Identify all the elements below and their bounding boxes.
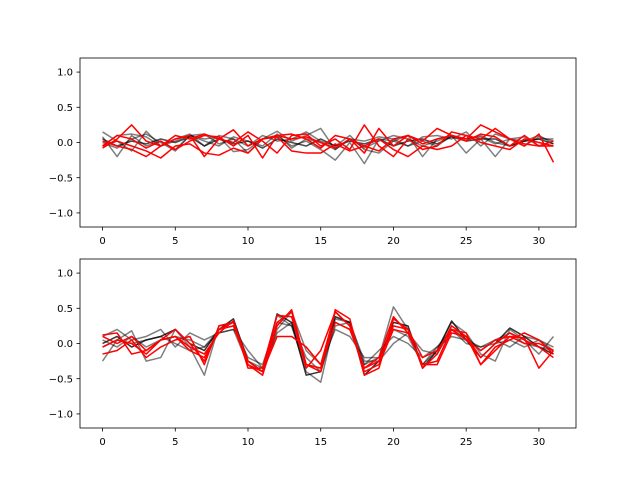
red-series-line-8 bbox=[102, 308, 554, 376]
x-tick-label: 15 bbox=[314, 437, 327, 448]
y-tick-label: 0.5 bbox=[57, 304, 73, 315]
y-tick-label: 1.0 bbox=[57, 269, 73, 280]
x-tick-label: 0 bbox=[99, 437, 105, 448]
black-series-line-0 bbox=[102, 127, 554, 153]
y-tick-label: 1.0 bbox=[57, 68, 73, 79]
x-tick-label: 5 bbox=[172, 236, 178, 247]
x-tick-label: 30 bbox=[533, 236, 546, 247]
series-group bbox=[101, 306, 555, 383]
x-tick-label: 20 bbox=[387, 236, 400, 247]
y-tick-label: 0.0 bbox=[57, 339, 73, 350]
axes-bottom: 0 5 10 15 20 25 30 −1.0 −0.5 0.0 0.5 1.0 bbox=[49, 258, 577, 448]
x-tick-label: 25 bbox=[460, 437, 473, 448]
x-tick-label: 10 bbox=[242, 236, 255, 247]
red-series-line-8 bbox=[102, 127, 554, 159]
y-tick-label: 0.0 bbox=[57, 138, 73, 149]
y-tick-label: −0.5 bbox=[49, 173, 73, 184]
red-series-line-6 bbox=[102, 124, 554, 158]
red-series-line-7 bbox=[102, 134, 554, 159]
x-tick-label: 5 bbox=[172, 437, 178, 448]
y-tick-label: −1.0 bbox=[49, 410, 73, 421]
x-tick-label: 30 bbox=[533, 437, 546, 448]
x-tick-label: 10 bbox=[242, 437, 255, 448]
y-tick-label: −1.0 bbox=[49, 209, 73, 220]
x-tick-label: 20 bbox=[387, 437, 400, 448]
y-tick-label: 0.5 bbox=[57, 103, 73, 114]
series-group bbox=[101, 124, 555, 165]
axes-top: 0 5 10 15 20 25 30 −1.0 −0.5 0.0 0.5 1.0 bbox=[49, 57, 577, 247]
x-tick-label: 25 bbox=[460, 236, 473, 247]
y-tick-label: −0.5 bbox=[49, 374, 73, 385]
x-tick-label: 0 bbox=[99, 236, 105, 247]
x-tick-label: 15 bbox=[314, 236, 327, 247]
